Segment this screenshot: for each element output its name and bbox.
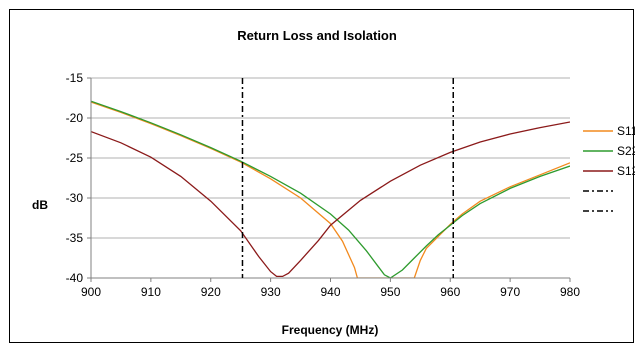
y-tick-label-3: -30 (66, 191, 84, 205)
x-tick-label-1: 910 (141, 285, 161, 299)
series-line-s12 (91, 121, 570, 278)
legend: S11 S22 S12 (583, 124, 635, 212)
legend-label-s12: S12 (617, 164, 635, 178)
chart: Return Loss and Isolation dB Frequency (… (32, 28, 635, 337)
x-tick-label-3: 930 (261, 285, 281, 299)
y-tick-label-1: -20 (66, 111, 84, 125)
x-tick-label-8: 980 (560, 285, 580, 299)
series-layer (91, 100, 570, 278)
chart-title: Return Loss and Isolation (237, 28, 397, 43)
y-axis-title: dB (32, 198, 48, 212)
y-tick-label-2: -25 (66, 151, 84, 165)
x-tick-label-5: 950 (380, 285, 400, 299)
x-tick-label-4: 940 (320, 285, 340, 299)
chart-frame: Return Loss and Isolation dB Frequency (… (9, 9, 635, 343)
x-tick-label-0: 900 (81, 285, 101, 299)
x-tick-label-7: 970 (500, 285, 520, 299)
series-line-s22 (91, 100, 570, 278)
legend-label-s11: S11 (617, 124, 635, 138)
x-tick-label-2: 920 (201, 285, 221, 299)
x-tick-label-6: 960 (440, 285, 460, 299)
y-tick-label-5: -40 (66, 271, 84, 285)
series-line-s11 (91, 101, 570, 278)
y-tick-label-0: -15 (66, 71, 84, 85)
x-axis-title: Frequency (MHz) (282, 323, 379, 337)
y-tick-label-4: -35 (66, 231, 84, 245)
legend-label-s22: S22 (617, 144, 635, 158)
